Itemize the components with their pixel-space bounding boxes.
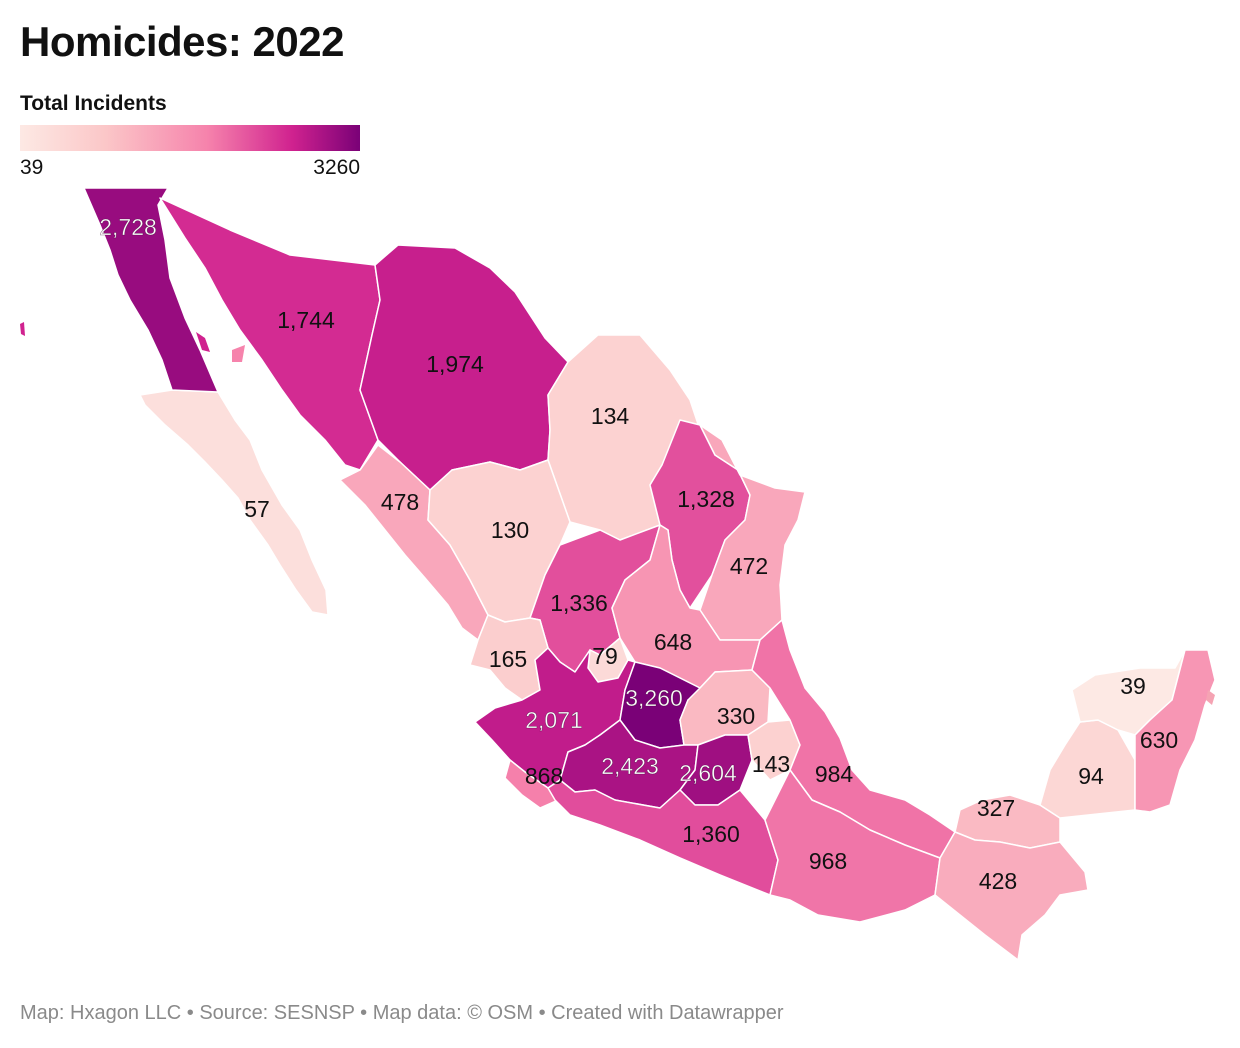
- value-labels: 2,728 57 1,744 1,974 134 1,328 472 478 130 1,336 6…: [99, 214, 1178, 894]
- value-label-oaxaca: 968: [809, 848, 847, 874]
- value-label-san-luis-potosi: 648: [654, 629, 692, 655]
- region-chiapas[interactable]: [934, 831, 1089, 961]
- region-quintana-roo[interactable]: [1134, 649, 1216, 813]
- value-label-nuevo-leon: 1,328: [677, 486, 735, 512]
- value-label-colima: 868: [525, 763, 563, 789]
- value-label-veracruz: 984: [815, 761, 854, 787]
- value-label-guerrero: 1,360: [682, 821, 740, 847]
- island-angel-de-la-guarda: [196, 332, 210, 352]
- value-label-tabasco: 327: [977, 795, 1015, 821]
- legend-color-scale: [20, 125, 360, 151]
- value-label-guanajuato: 3,260: [625, 685, 683, 711]
- value-label-sinaloa: 478: [381, 489, 419, 515]
- value-label-hidalgo: 143: [752, 751, 790, 777]
- value-label-zacatecas: 1,336: [550, 590, 608, 616]
- island-guadalupe: [20, 322, 25, 336]
- value-label-chiapas: 428: [979, 868, 1017, 894]
- value-label-estado-de-mexico: 2,604: [679, 760, 737, 786]
- region-baja-california-sur[interactable]: [139, 389, 329, 616]
- value-label-aguascalientes: 79: [592, 643, 618, 669]
- value-label-campeche: 94: [1078, 763, 1104, 789]
- region-veracruz[interactable]: [751, 619, 956, 859]
- map-footer: Map: Hxagon LLC • Source: SESNSP • Map d…: [20, 1002, 784, 1024]
- island-tiburon: [232, 345, 245, 362]
- legend-max-label: 3260: [313, 156, 360, 179]
- value-label-jalisco: 2,071: [525, 707, 583, 733]
- value-label-durango: 130: [491, 517, 529, 543]
- island-cozumel: [1206, 690, 1215, 705]
- map-title: Homicides: 2022: [20, 18, 345, 65]
- value-label-queretaro: 330: [717, 703, 755, 729]
- value-label-nayarit: 165: [489, 646, 527, 672]
- region-baja-california[interactable]: [83, 187, 219, 393]
- value-label-sonora: 1,744: [277, 307, 335, 333]
- value-label-chihuahua: 1,974: [426, 351, 484, 377]
- value-label-michoacan: 2,423: [601, 753, 659, 779]
- value-label-tamaulipas: 472: [730, 553, 768, 579]
- region-colima[interactable]: [504, 759, 559, 809]
- legend-title: Total Incidents: [20, 92, 167, 115]
- value-label-coahuila: 134: [591, 403, 630, 429]
- region-guerrero[interactable]: [547, 779, 779, 896]
- legend-min-label: 39: [20, 156, 44, 179]
- value-label-yucatan: 39: [1120, 673, 1146, 699]
- value-label-baja-california-sur: 57: [244, 496, 270, 522]
- value-label-baja-california: 2,728: [99, 214, 157, 240]
- value-label-quintana-roo: 630: [1140, 727, 1178, 753]
